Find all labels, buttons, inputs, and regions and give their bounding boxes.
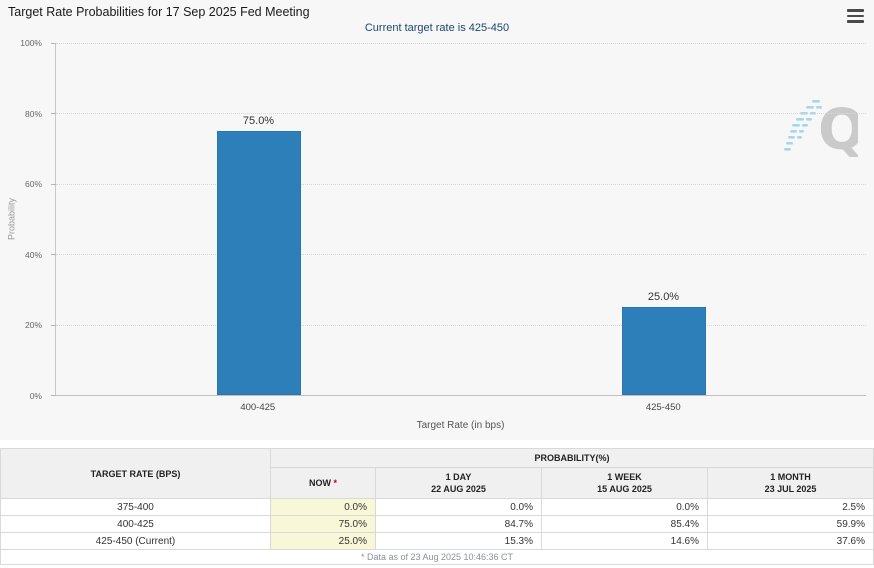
- quikstrike-q-logo-icon: Q: [782, 95, 866, 164]
- y-axis-tick-mark: [51, 395, 56, 396]
- y-tick-label: 20%: [24, 320, 42, 331]
- gridline: [56, 324, 866, 326]
- bar-425-450[interactable]: 25.0%: [621, 291, 706, 395]
- now-probability-cell: 0.0%: [270, 498, 376, 517]
- x-tick-label: 425-450: [645, 402, 681, 413]
- probability-cell: 0.0%: [375, 498, 542, 517]
- hamburger-menu-icon[interactable]: [840, 6, 864, 26]
- menu-line: [847, 14, 864, 18]
- target-rate-column-header: TARGET RATE (BPS): [0, 447, 271, 500]
- current-target-rate-label: Current target rate is 425-450: [364, 22, 510, 34]
- y-tick-label: 80%: [24, 108, 42, 119]
- x-tick-label: 400-425: [240, 402, 276, 413]
- probability-table-section: TARGET RATE (BPS) PROBABILITY(%) NOW * 1 …: [0, 447, 874, 566]
- gridline: [56, 113, 866, 115]
- gridline: [56, 43, 866, 44]
- red-asterisk: *: [330, 478, 337, 489]
- probability-cell: 84.7%: [375, 515, 542, 534]
- gridline: [56, 183, 866, 185]
- probability-group-header: PROBABILITY(%): [270, 447, 874, 469]
- y-tick-label: 0%: [29, 391, 42, 401]
- x-axis-title: Target Rate (in bps): [416, 420, 505, 431]
- probability-cell: 59.9%: [707, 515, 874, 534]
- now-probability-cell: 75.0%: [270, 515, 376, 534]
- y-tick-label: 100%: [20, 38, 42, 48]
- table-row: 375-400 0.0% 0.0% 0.0% 2.5%: [0, 498, 874, 517]
- chart-title: Target Rate Probabilities for 17 Sep 202…: [8, 5, 310, 19]
- svg-text:Q: Q: [818, 98, 858, 159]
- x-axis-ticks: 400-425 425-450: [55, 402, 866, 416]
- plot-area: Q 75.0% 25.0%: [51, 43, 866, 396]
- menu-line: [847, 20, 864, 23]
- column-header-1-month: 1 MONTH 23 JUL 2025: [707, 467, 874, 500]
- y-axis-tick-mark: [51, 113, 56, 115]
- now-probability-cell: 25.0%: [270, 532, 376, 551]
- rate-range-cell: 400-425: [0, 515, 271, 534]
- y-axis-tick-mark: [51, 324, 56, 326]
- probability-cell: 14.6%: [541, 532, 708, 551]
- y-axis-tick-mark: [51, 43, 56, 44]
- rate-range-cell: 425-450 (Current): [0, 532, 271, 551]
- bar-value-label: 75.0%: [242, 115, 275, 127]
- column-header-now: NOW *: [270, 467, 376, 500]
- bar-400-425[interactable]: 75.0%: [216, 115, 301, 395]
- probability-cell: 2.5%: [707, 498, 874, 517]
- probability-cell: 85.4%: [541, 515, 708, 534]
- gridline: [56, 254, 866, 256]
- bar-value-label: 25.0%: [647, 291, 680, 303]
- rate-range-cell: 375-400: [0, 498, 271, 517]
- y-tick-label: 40%: [24, 249, 42, 260]
- probability-cell: 37.6%: [707, 532, 874, 551]
- probability-cell: 15.3%: [375, 532, 542, 551]
- probability-cell: 0.0%: [541, 498, 708, 517]
- y-tick-label: 60%: [24, 179, 42, 190]
- table-body: 375-400 0.0% 0.0% 0.0% 2.5% 400-425 75.0% 84.7%…: [0, 498, 874, 551]
- column-header-1-day: 1 DAY 22 AUG 2025: [375, 467, 542, 500]
- y-axis-ticks: 100% 80% 60% 40% 20% 0%: [0, 38, 48, 401]
- y-axis-tick-mark: [51, 183, 56, 185]
- table-subheader-row: NOW * 1 DAY 22 AUG 2025 1 WEEK 15 AUG 2025 1 …: [1, 467, 874, 500]
- y-axis-tick-mark: [51, 254, 56, 256]
- chart-section: Target Rate Probabilities for 17 Sep 202…: [0, 5, 866, 431]
- menu-line: [847, 9, 864, 12]
- table-row: 400-425 75.0% 84.7% 85.4% 59.9%: [0, 515, 874, 534]
- table-row: 425-450 (Current) 25.0% 15.3% 14.6% 37.6%: [0, 532, 874, 551]
- data-as-of-footnote: * Data as of 23 Aug 2025 10:46:36 CT: [0, 549, 874, 566]
- probability-table: TARGET RATE (BPS) PROBABILITY(%) NOW * 1 …: [0, 447, 874, 566]
- column-header-1-week: 1 WEEK 15 AUG 2025: [541, 467, 708, 500]
